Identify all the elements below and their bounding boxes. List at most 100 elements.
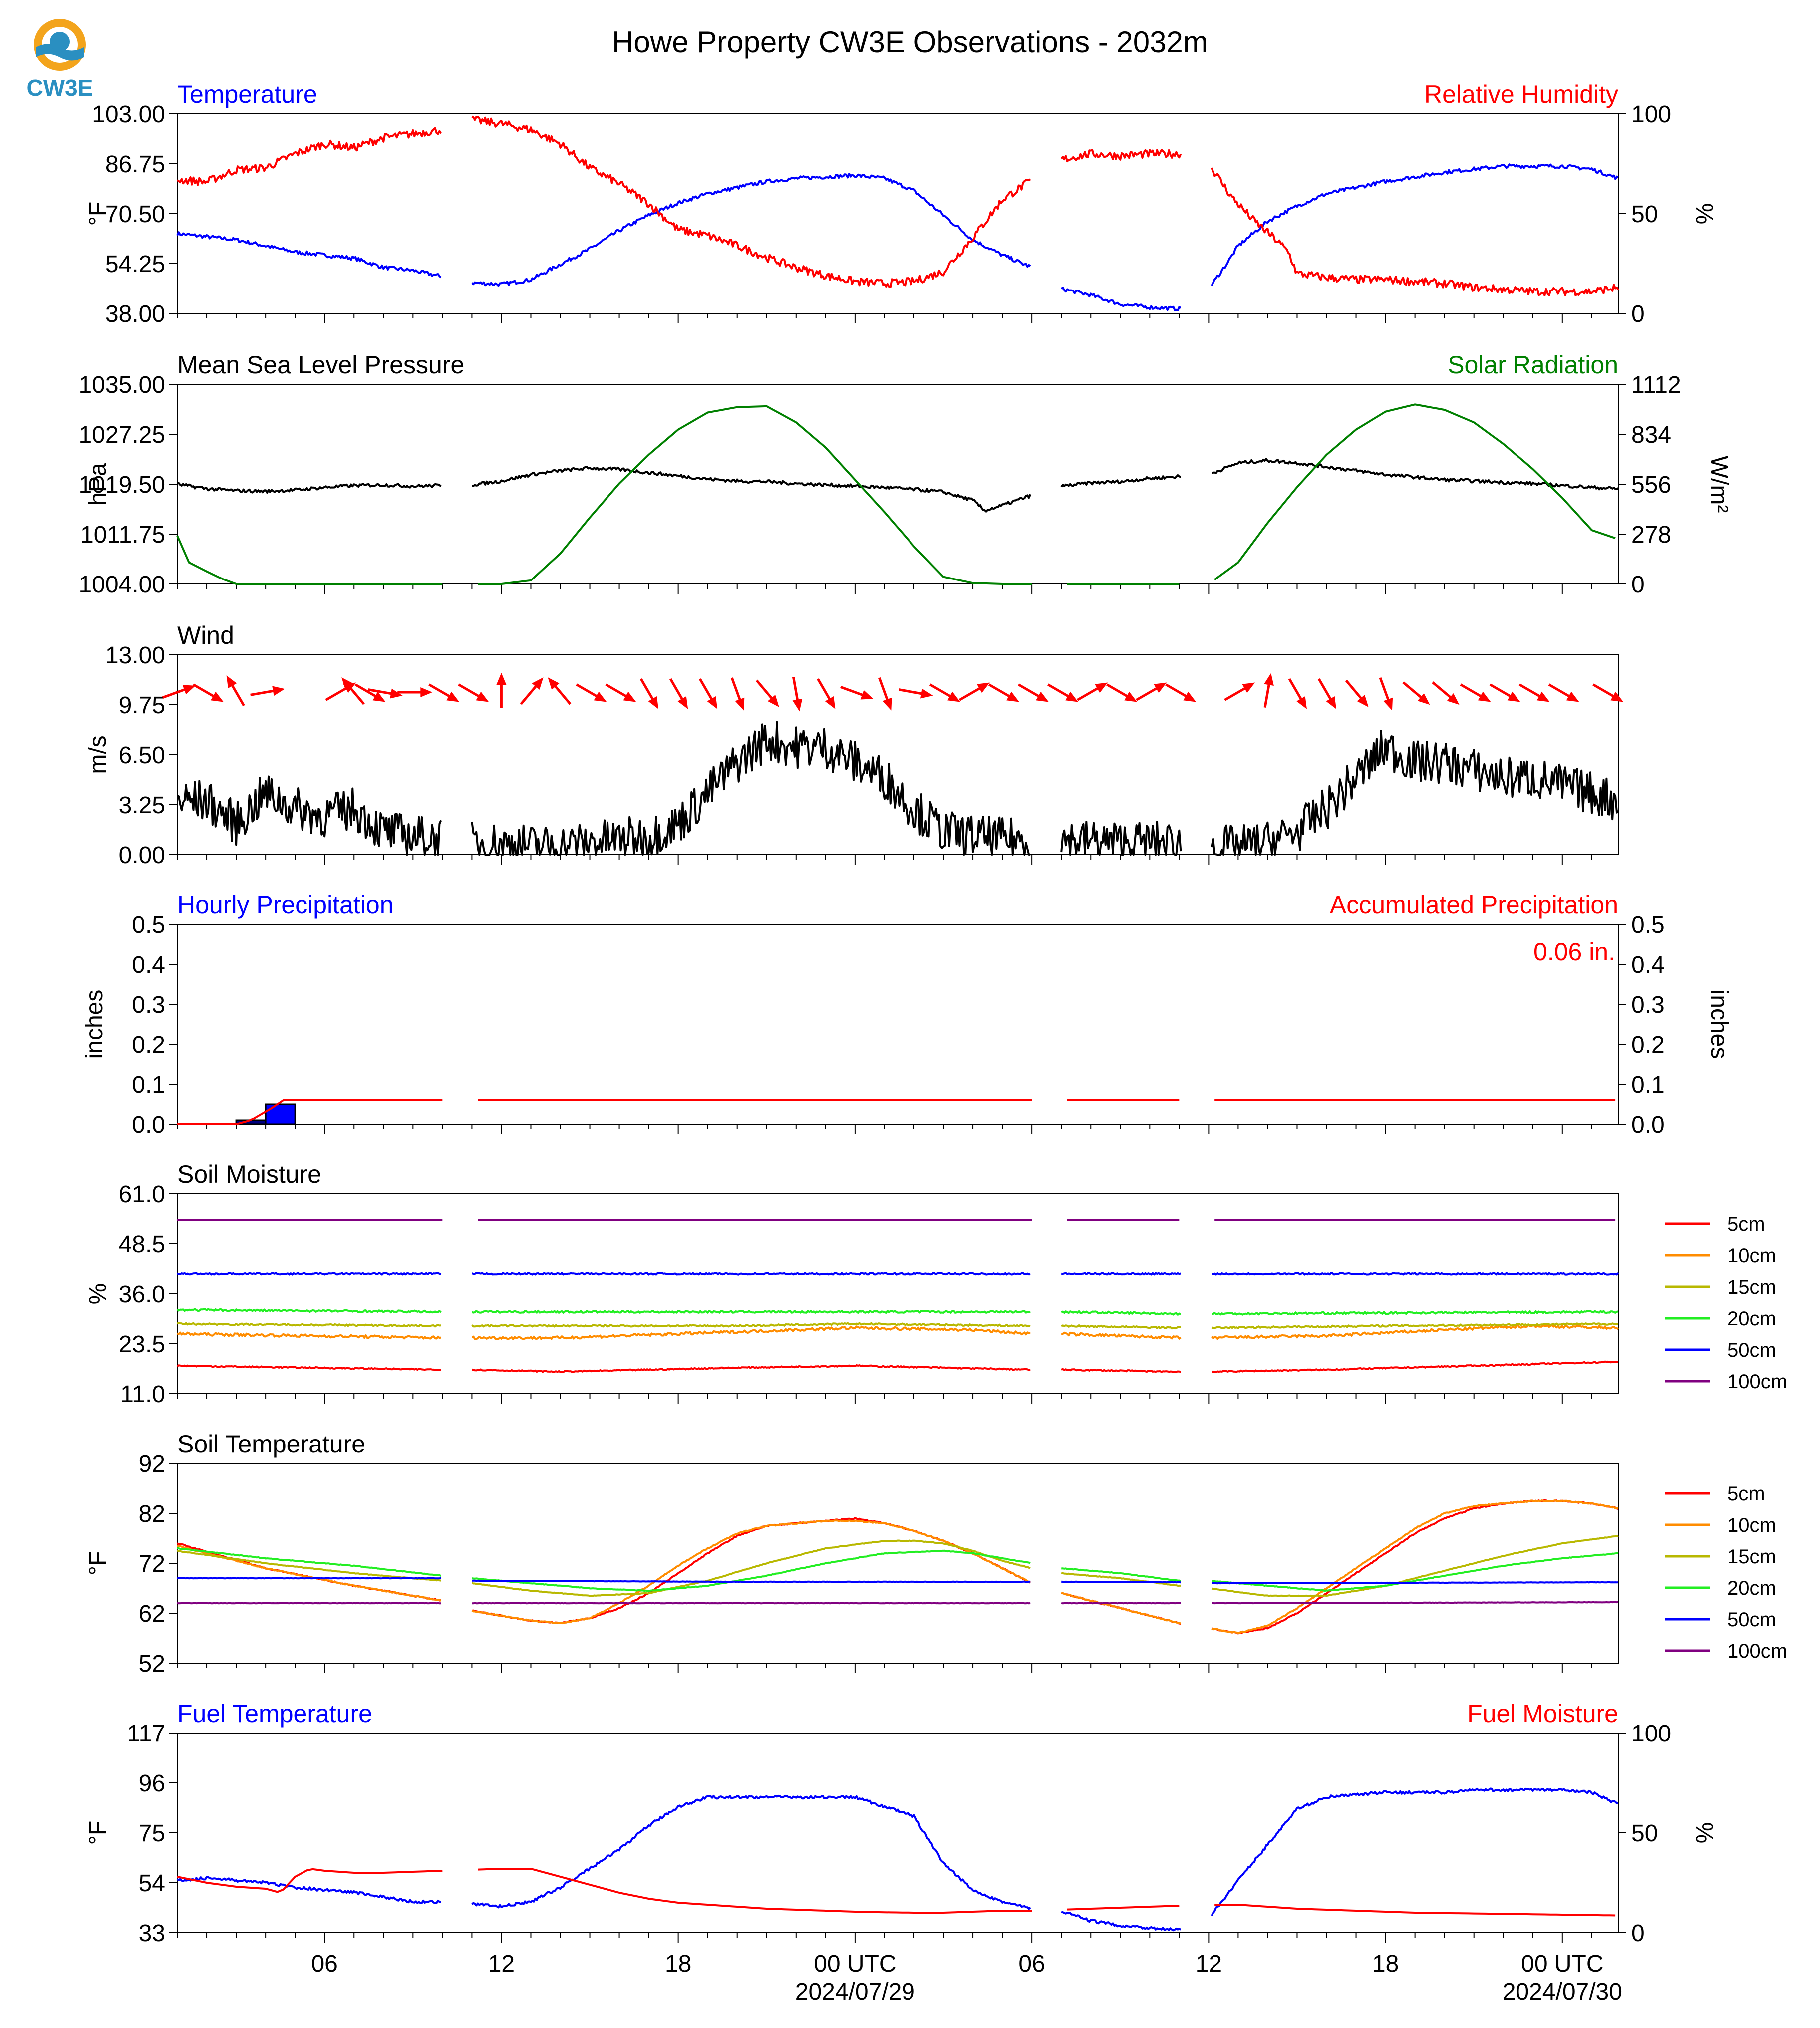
y-tick-label-left: 96 bbox=[139, 1770, 165, 1797]
wind-arrow bbox=[1165, 683, 1197, 702]
series-line-15cm bbox=[177, 1534, 1619, 1597]
wind-arrow-head bbox=[420, 687, 433, 697]
legend-label-100cm: 100cm bbox=[1727, 1640, 1787, 1662]
wind-arrow-head bbox=[182, 685, 196, 695]
y-tick-label-left: 0.4 bbox=[132, 952, 165, 978]
chart-panel-wind: Wind 13.00 9.75 6.50 3.25 0.00 m/s bbox=[85, 621, 1624, 869]
y-tick-label-left: 1004.00 bbox=[78, 572, 165, 598]
wind-arrow bbox=[1288, 678, 1307, 709]
y-axis-label-left: °F bbox=[85, 202, 111, 226]
y-axis-label-left: °F bbox=[85, 1551, 111, 1576]
wind-arrow-head bbox=[1383, 697, 1393, 711]
wind-arrow bbox=[929, 683, 960, 702]
wind-arrow-head bbox=[1124, 691, 1137, 702]
wind-arrow-head bbox=[594, 691, 607, 702]
wind-arrow bbox=[1518, 683, 1550, 702]
y-tick-label-right: 556 bbox=[1631, 472, 1671, 498]
legend-label-15cm: 15cm bbox=[1727, 1546, 1776, 1568]
wind-arrow-head bbox=[548, 677, 560, 690]
series-line-20cm bbox=[176, 1308, 1619, 1316]
plot-frame bbox=[177, 384, 1619, 584]
wind-arrow bbox=[1345, 679, 1369, 707]
wind-arrow bbox=[1379, 677, 1393, 711]
series-line-left bbox=[177, 458, 1619, 513]
wind-arrow bbox=[899, 688, 933, 699]
y-tick-label-left: 61.0 bbox=[119, 1181, 165, 1208]
x-tick-label: 00 UTC bbox=[1521, 1951, 1603, 1977]
wind-arrow-head bbox=[1507, 691, 1520, 702]
plot-frame bbox=[177, 1733, 1619, 1933]
series-line-right bbox=[177, 1099, 1616, 1125]
y-tick-label-left: 103.00 bbox=[92, 101, 165, 128]
y-tick-label-left: 0.1 bbox=[132, 1072, 165, 1098]
series-line-right bbox=[176, 403, 1616, 585]
series-line-5cm bbox=[176, 1360, 1619, 1373]
panel-title-left: Mean Sea Level Pressure bbox=[177, 351, 464, 379]
wind-arrow bbox=[226, 675, 245, 707]
wind-arrow bbox=[1018, 683, 1049, 702]
x-tick-label: 06 bbox=[1018, 1951, 1045, 1977]
wind-arrow-head bbox=[1242, 682, 1255, 693]
precip-bar bbox=[265, 1103, 296, 1125]
y-tick-label-right: 1112 bbox=[1631, 372, 1681, 398]
wind-arrow bbox=[192, 683, 224, 702]
y-tick-label-left: 1019.50 bbox=[78, 472, 165, 498]
wind-arrow-head bbox=[1095, 682, 1108, 693]
x-tick-label: 12 bbox=[488, 1951, 515, 1977]
logo-water-icon bbox=[36, 44, 84, 61]
x-tick-label: 06 bbox=[311, 1951, 337, 1977]
logo-drop-icon bbox=[50, 32, 70, 52]
y-tick-label-left: 3.25 bbox=[119, 792, 165, 819]
soil-legend: 5cm 10cm 15cm 20cm 50cm 100cm bbox=[1665, 1213, 1787, 1393]
wind-arrow-head bbox=[623, 691, 636, 702]
x-tick-label: 12 bbox=[1196, 1951, 1222, 1977]
y-tick-label-left: 75 bbox=[139, 1820, 165, 1847]
series-line-left bbox=[176, 1787, 1619, 1932]
y-tick-label-left: 9.75 bbox=[119, 692, 165, 719]
y-axis-label-left: % bbox=[85, 1283, 111, 1305]
y-axis-label-right: W/m² bbox=[1706, 456, 1732, 513]
wind-arrow bbox=[1077, 682, 1108, 701]
y-tick-label-left: 117 bbox=[127, 1721, 165, 1747]
y-axis-label-right: % bbox=[1691, 203, 1717, 225]
wind-arrow-head bbox=[1478, 691, 1491, 702]
legend-label-50cm: 50cm bbox=[1727, 1609, 1776, 1631]
wind-arrow-head bbox=[1154, 682, 1167, 693]
legend-label-20cm: 20cm bbox=[1727, 1577, 1776, 1599]
series-line-100cm bbox=[177, 1601, 1619, 1605]
wind-arrow bbox=[1402, 681, 1430, 705]
x-tick-label: 00 UTC bbox=[814, 1951, 896, 1977]
panel-title-right: Solar Radiation bbox=[1448, 351, 1618, 379]
y-tick-label-right: 100 bbox=[1631, 1721, 1671, 1747]
wind-arrow bbox=[548, 677, 572, 705]
x-tick-label: 18 bbox=[665, 1951, 691, 1977]
y-tick-label-left: 1011.75 bbox=[80, 522, 165, 548]
series-line-5cm bbox=[177, 1499, 1619, 1635]
wind-arrow bbox=[1263, 673, 1274, 708]
y-axis-label-right: inches bbox=[1706, 990, 1732, 1059]
series-line-left bbox=[177, 721, 1619, 856]
y-tick-label-right: 0.4 bbox=[1631, 952, 1665, 978]
wind-arrow-head bbox=[707, 696, 718, 709]
y-tick-label-left: 82 bbox=[139, 1501, 165, 1527]
y-tick-label-left: 23.5 bbox=[119, 1331, 165, 1358]
wind-arrow bbox=[1047, 683, 1078, 702]
wind-arrow bbox=[1432, 681, 1460, 705]
wind-arrow bbox=[458, 683, 489, 702]
y-tick-label-right: 278 bbox=[1631, 522, 1671, 548]
wind-arrow-head bbox=[1065, 691, 1078, 702]
wind-arrow-head bbox=[648, 696, 659, 709]
y-tick-label-left: 0.3 bbox=[132, 992, 165, 1018]
wind-arrow-head bbox=[446, 691, 460, 702]
y-tick-label-right: 0 bbox=[1631, 572, 1645, 598]
y-tick-label-left: 6.50 bbox=[119, 742, 165, 769]
x-date-label: 2024/07/30 bbox=[1503, 1979, 1622, 2005]
plot-frame bbox=[177, 1463, 1619, 1664]
wind-arrow-head bbox=[496, 673, 507, 685]
x-tick-label: 18 bbox=[1372, 1951, 1399, 1977]
wind-arrow-head bbox=[372, 691, 386, 702]
y-tick-label-right: 0 bbox=[1631, 1920, 1645, 1947]
wind-arrow-head bbox=[272, 686, 285, 696]
wind-arrow bbox=[639, 678, 659, 709]
wind-arrow-head bbox=[860, 690, 874, 700]
